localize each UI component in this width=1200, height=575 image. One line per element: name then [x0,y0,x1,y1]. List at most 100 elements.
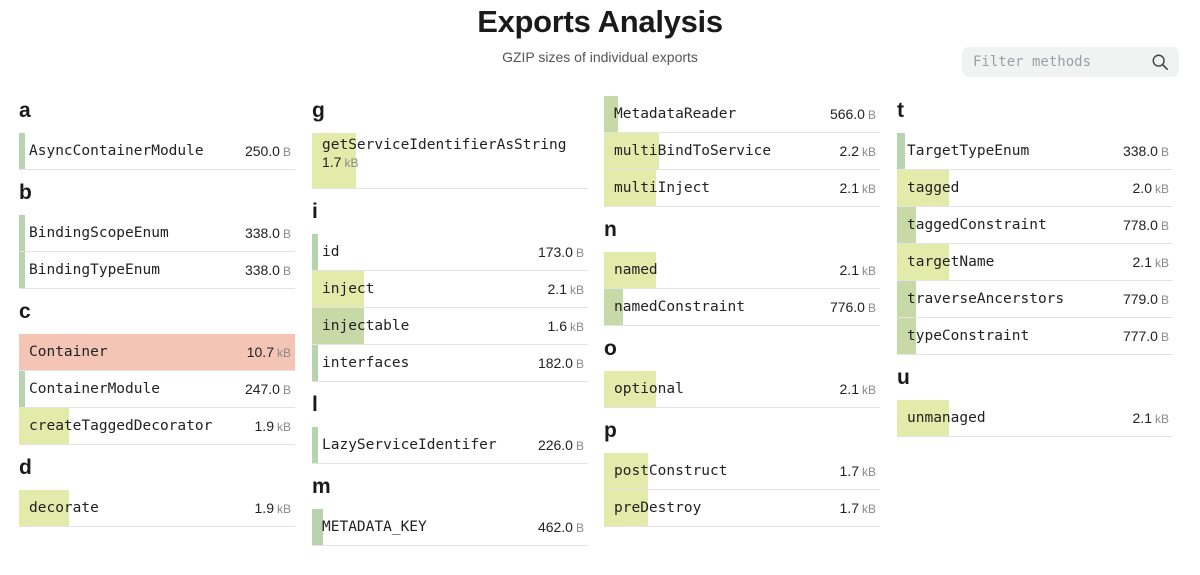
size-bar [604,289,623,325]
size-value: 2.1 [839,180,859,196]
export-row[interactable]: createTaggedDecorator 1.9 kB [19,408,295,445]
filter-methods-input[interactable] [962,47,1153,77]
size-value: 173.0 [537,244,573,260]
export-row[interactable]: injectable 1.6 kB [312,308,588,345]
export-row[interactable]: multiInject 2.1 kB [604,170,880,207]
export-row[interactable]: postConstruct 1.7 kB [604,453,880,490]
size-value: 777.0 [1122,328,1158,344]
export-name: decorate [29,500,99,516]
export-row[interactable]: targetName 2.1 kB [897,244,1173,281]
export-row[interactable]: multiBindToService 2.2 kB [604,133,880,170]
export-row[interactable]: typeConstraint 777.0 B [897,318,1173,355]
export-name: unmanaged [907,410,986,426]
export-name: named [614,262,658,278]
size-bar [604,170,656,206]
export-row[interactable]: getServiceIdentifierAsString 1.7 kB [312,133,588,189]
size-unit: kB [861,465,876,479]
size-value: 566.0 [829,106,865,122]
export-size: 776.0 B [830,289,876,326]
export-size: 2.2 kB [840,133,876,170]
size-value: 2.1 [547,281,567,297]
size-bar [604,96,618,132]
size-unit: B [1160,219,1169,233]
size-bar [19,334,295,370]
size-bar [897,207,916,243]
export-group: n named 2.1 kB namedConstraint 776.0 B [604,218,880,326]
exports-column-3: MetadataReader 566.0 B multiBindToService 2.… [604,96,880,527]
export-row[interactable]: id 173.0 B [312,234,588,271]
size-value: 338.0 [244,225,280,241]
export-row[interactable]: LazyServiceIdentifer 226.0 B [312,427,588,464]
export-row[interactable]: decorate 1.9 kB [19,490,295,527]
size-unit: B [282,383,291,397]
export-row[interactable]: tagged 2.0 kB [897,170,1173,207]
export-group: a AsyncContainerModule 250.0 B [19,99,295,170]
size-unit: kB [1154,182,1169,196]
size-value: 2.1 [839,381,859,397]
export-name: multiBindToService [614,143,772,159]
export-name: BindingTypeEnum [29,262,160,278]
size-value: 462.0 [537,519,573,535]
export-row[interactable]: unmanaged 2.1 kB [897,400,1173,437]
filter-search-box[interactable] [962,47,1179,77]
export-row[interactable]: METADATA_KEY 462.0 B [312,509,588,546]
group-letter-heading: i [312,200,318,223]
size-bar [897,244,949,280]
export-group: b BindingScopeEnum 338.0 B BindingTypeEnum 33… [19,181,295,289]
size-bar [604,453,648,489]
export-name: METADATA_KEY [322,519,427,535]
group-letter-heading: c [19,300,31,323]
size-unit: B [575,246,584,260]
size-bar [19,133,25,169]
export-size: 778.0 B [1123,207,1169,244]
group-letter-heading: b [19,181,32,204]
export-row[interactable]: named 2.1 kB [604,252,880,289]
size-unit: kB [861,383,876,397]
size-value: 2.0 [1132,180,1152,196]
search-icon[interactable] [1151,53,1169,71]
export-row[interactable]: namedConstraint 776.0 B [604,289,880,326]
export-row[interactable]: traverseAncerstors 779.0 B [897,281,1173,318]
size-bar [897,133,905,169]
size-value: 1.7 [322,154,342,170]
export-row[interactable]: ContainerModule 247.0 B [19,371,295,408]
export-name: inject [322,281,375,297]
group-letter-heading: m [312,475,331,498]
export-row[interactable]: preDestroy 1.7 kB [604,490,880,527]
export-row[interactable]: BindingScopeEnum 338.0 B [19,215,295,252]
size-value: 338.0 [244,262,280,278]
export-row[interactable]: BindingTypeEnum 338.0 B [19,252,295,289]
export-name: id [322,244,340,260]
size-value: 247.0 [244,381,280,397]
export-row[interactable]: AsyncContainerModule 250.0 B [19,133,295,170]
size-bar [897,318,916,354]
size-unit: kB [276,346,291,360]
size-unit: B [282,264,291,278]
export-group: l LazyServiceIdentifer 226.0 B [312,393,588,464]
size-bar [19,371,25,407]
size-bar [19,215,25,251]
export-row[interactable]: taggedConstraint 778.0 B [897,207,1173,244]
export-name: TargetTypeEnum [907,143,1030,159]
size-value: 2.1 [839,262,859,278]
export-name: postConstruct [614,463,728,479]
export-size: 2.1 kB [1133,400,1169,437]
group-letter-heading: l [312,393,318,416]
size-unit: B [1160,145,1169,159]
export-row[interactable]: Container 10.7 kB [19,334,295,371]
export-row[interactable]: MetadataReader 566.0 B [604,96,880,133]
page-title: Exports Analysis [477,4,723,39]
size-bar [604,133,659,169]
export-size: 247.0 B [245,371,291,408]
size-unit: kB [861,502,876,516]
export-name: multiInject [614,180,711,196]
export-row[interactable]: interfaces 182.0 B [312,345,588,382]
export-group: g getServiceIdentifierAsString 1.7 kB [312,99,588,189]
size-value: 1.7 [839,500,859,516]
export-row[interactable]: optional 2.1 kB [604,371,880,408]
export-row[interactable]: inject 2.1 kB [312,271,588,308]
export-size: 2.1 kB [840,252,876,289]
export-size: 1.7 kB [840,453,876,490]
export-size: 1.7 kB [322,152,358,173]
export-row[interactable]: TargetTypeEnum 338.0 B [897,133,1173,170]
